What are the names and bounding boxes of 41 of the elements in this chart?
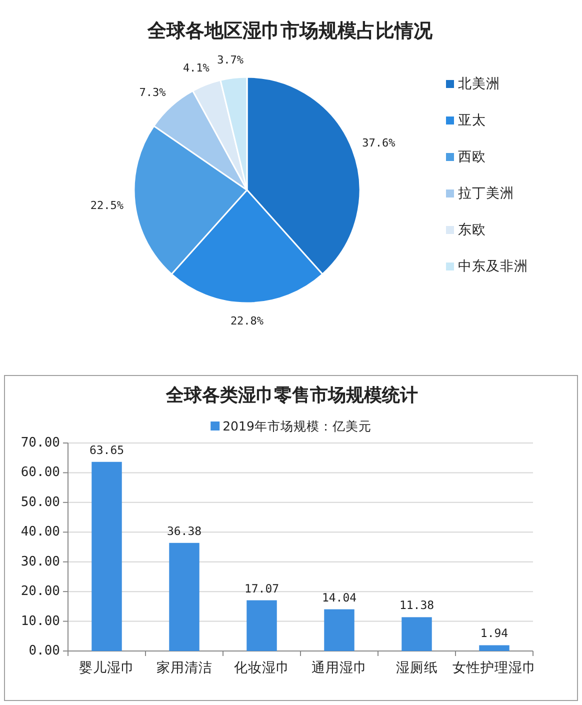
data-label: 63.65	[89, 442, 124, 457]
data-label: 22.8%	[230, 314, 264, 328]
x-tick-label: 通用湿巾	[311, 660, 368, 676]
bar	[479, 645, 510, 651]
legend-label: 中东及非洲	[458, 258, 528, 274]
legend-label: 北美洲	[458, 76, 500, 92]
y-tick-label: 30.00	[20, 554, 60, 570]
legend-label: 东欧	[458, 222, 486, 238]
data-label: 7.3%	[139, 86, 166, 100]
y-tick-label: 60.00	[20, 465, 60, 480]
x-tick-label: 女性护理湿巾	[452, 660, 536, 676]
y-tick-label: 20.00	[20, 584, 60, 600]
data-label: 1.94	[480, 626, 508, 640]
y-tick-label: 0.00	[28, 644, 60, 658]
bar	[92, 462, 122, 651]
bar	[169, 542, 200, 651]
data-label: 4.1%	[182, 61, 210, 74]
data-label: 14.04	[322, 590, 357, 604]
y-tick-label: 10.00	[20, 614, 60, 629]
bar	[246, 600, 277, 651]
data-label: 37.6%	[362, 136, 396, 150]
y-tick-label: 70.00	[20, 436, 60, 450]
x-tick-label: 湿厕纸	[396, 660, 438, 676]
legend-label: 西欧	[458, 149, 486, 165]
y-tick-label: 40.00	[20, 524, 60, 540]
bar	[402, 617, 432, 651]
legend-label: 2019年市场规模：亿美元	[222, 418, 372, 434]
data-label: 22.5%	[90, 199, 124, 212]
x-tick-label: 化妆湿巾	[234, 660, 290, 676]
x-tick-label: 婴儿湿巾	[78, 660, 135, 676]
data-label: 36.38	[166, 524, 202, 538]
bar	[324, 609, 354, 651]
chart-title: 全球各地区湿巾市场规模占比情况	[146, 20, 434, 42]
data-label: 3.7%	[217, 53, 244, 66]
data-label: 11.38	[399, 598, 434, 612]
legend-label: 亚太	[458, 112, 486, 128]
data-label: 17.07	[244, 581, 280, 596]
chart-title: 全球各类湿巾零售市场规模统计	[165, 385, 418, 405]
x-tick-label: 家用清洁	[156, 660, 212, 676]
legend-label: 拉丁美洲	[458, 186, 514, 202]
y-tick-label: 50.00	[20, 494, 60, 510]
